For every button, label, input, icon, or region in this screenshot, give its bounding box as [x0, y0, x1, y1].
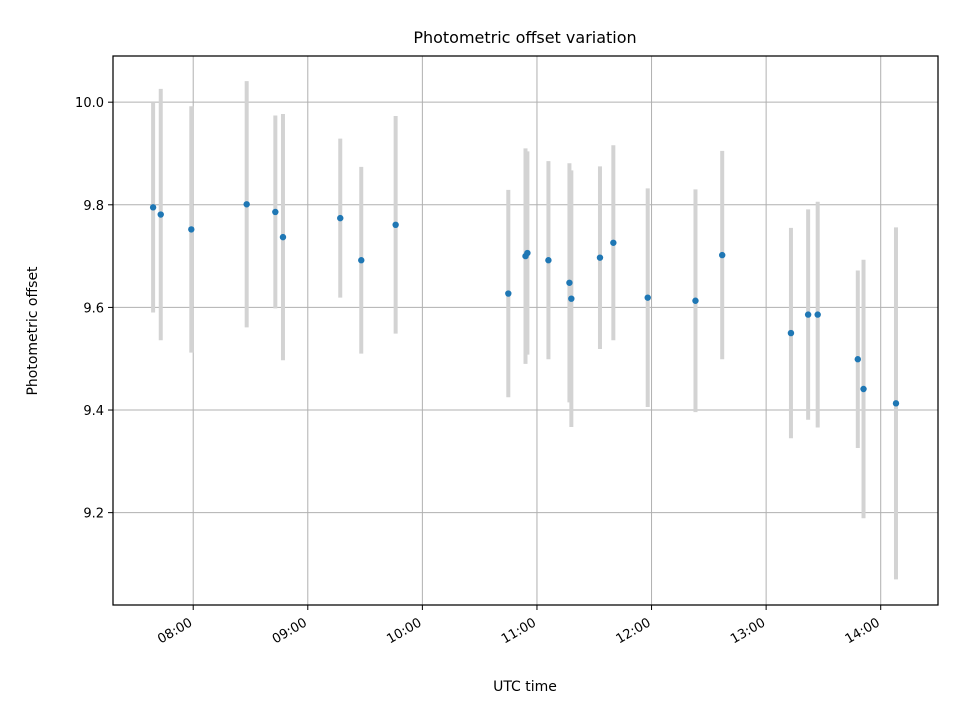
y-tick-label: 9.4 [83, 404, 104, 419]
data-point [892, 400, 900, 407]
data-point [596, 254, 604, 261]
data-point [505, 290, 512, 297]
data-point [524, 249, 531, 257]
data-point [610, 239, 617, 246]
data-point [692, 297, 699, 304]
data-point [149, 204, 157, 211]
data-point [860, 385, 867, 393]
data-point [392, 221, 399, 229]
data-point [644, 294, 651, 301]
data-point [243, 201, 250, 208]
chart-title: Photometric offset variation [413, 28, 636, 47]
data-point [719, 251, 726, 259]
y-axis-label: Photometric offset [25, 266, 41, 396]
y-tick-label: 9.2 [83, 507, 104, 522]
y-tick-label: 9.6 [83, 301, 104, 316]
data-point [814, 311, 821, 318]
data-point [279, 233, 287, 241]
data-point [545, 257, 552, 264]
data-point [272, 208, 279, 216]
data-point [854, 356, 861, 363]
x-axis-label: UTC time [493, 679, 557, 695]
data-point [568, 295, 575, 302]
data-point [566, 279, 573, 286]
plot-frame [112, 55, 939, 606]
data-point [337, 214, 344, 222]
y-axis-ticks: 9.2 9.4 9.6 9.8 10.0 [75, 96, 113, 522]
data-point [804, 311, 812, 318]
data-point [358, 257, 365, 264]
data-point [157, 211, 164, 218]
y-tick-label: 9.8 [83, 199, 104, 214]
y-tick-label: 10.0 [75, 96, 104, 111]
data-points [149, 201, 900, 407]
data-point [787, 329, 795, 337]
data-point [188, 226, 195, 233]
